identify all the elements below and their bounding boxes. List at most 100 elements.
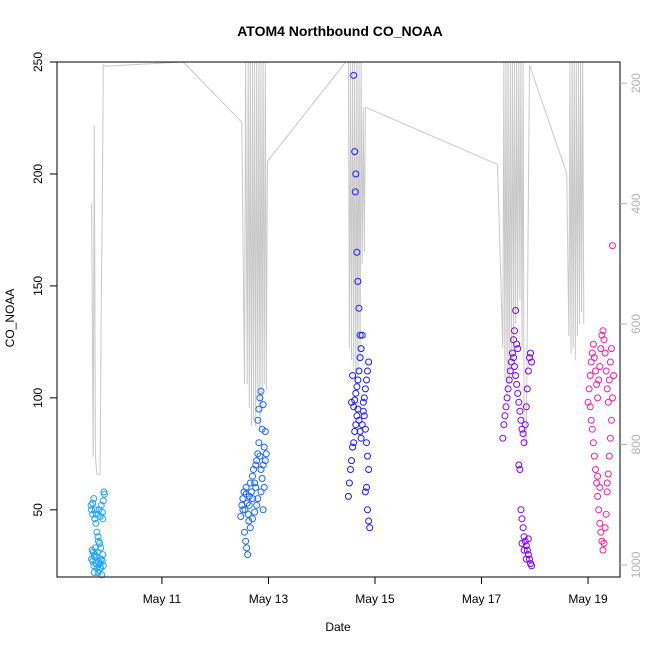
data-point xyxy=(602,367,610,375)
data-point xyxy=(356,354,364,362)
data-point xyxy=(363,376,370,384)
data-point xyxy=(358,331,366,339)
data-point xyxy=(364,506,371,514)
data-point xyxy=(586,372,594,379)
data-point xyxy=(365,358,373,366)
data-point xyxy=(361,385,369,393)
data-point xyxy=(518,425,526,433)
data-point xyxy=(254,416,262,424)
data-point xyxy=(594,492,602,500)
data-point xyxy=(91,506,99,514)
data-point xyxy=(244,551,252,559)
data-point xyxy=(258,475,266,482)
y-tick-label: 150 xyxy=(31,276,45,296)
data-point xyxy=(597,528,605,536)
data-point xyxy=(598,331,606,339)
data-point xyxy=(514,345,522,353)
data-point xyxy=(349,443,357,451)
data-point xyxy=(588,349,596,357)
data-point xyxy=(594,472,602,480)
data-point xyxy=(593,380,601,388)
data-point xyxy=(606,434,614,442)
data-point xyxy=(94,533,102,541)
data-point xyxy=(257,488,265,496)
data-point xyxy=(97,501,105,509)
data-point xyxy=(605,376,613,384)
plot-frame xyxy=(56,61,621,578)
data-point xyxy=(255,439,263,447)
data-point xyxy=(365,517,373,525)
data-point xyxy=(603,479,611,487)
data-point xyxy=(99,551,107,559)
data-point xyxy=(526,354,533,362)
x-tick-label: May 17 xyxy=(462,592,502,606)
data-point xyxy=(242,483,250,491)
data-point xyxy=(249,515,256,523)
data-point xyxy=(587,416,595,424)
data-point xyxy=(354,277,362,285)
data-point xyxy=(524,367,532,375)
data-point xyxy=(502,403,510,411)
data-point xyxy=(93,528,101,536)
data-point xyxy=(253,457,261,465)
data-point xyxy=(97,544,105,552)
data-point xyxy=(350,439,358,447)
data-point xyxy=(251,479,259,487)
data-point xyxy=(588,425,596,433)
data-point xyxy=(518,539,526,547)
data-point xyxy=(592,466,599,473)
data-point xyxy=(528,358,536,366)
x-axis: May 11 May 13 May 15 May 17 May 19 xyxy=(143,577,608,606)
data-point xyxy=(253,501,261,509)
data-point xyxy=(254,450,262,458)
x-tick-label: May 15 xyxy=(355,592,395,606)
data-point xyxy=(95,557,102,565)
data-point xyxy=(348,457,355,465)
data-point xyxy=(602,510,610,518)
data-point xyxy=(523,385,531,393)
data-point xyxy=(255,405,263,413)
data-point xyxy=(506,367,514,375)
data-point xyxy=(363,439,370,447)
data-point xyxy=(516,466,524,473)
data-point xyxy=(98,557,106,565)
data-point xyxy=(501,412,509,420)
data-point xyxy=(603,488,611,496)
data-point xyxy=(590,452,598,460)
data-point xyxy=(87,501,95,509)
data-point xyxy=(595,506,603,514)
data-point xyxy=(524,535,532,543)
data-point xyxy=(504,385,512,393)
data-point xyxy=(252,483,260,491)
data-point xyxy=(92,519,100,527)
data-point xyxy=(357,345,365,353)
data-point xyxy=(99,497,107,505)
data-point xyxy=(240,488,248,496)
data-point xyxy=(245,501,253,509)
data-point xyxy=(586,403,594,411)
data-point xyxy=(599,546,607,554)
data-point xyxy=(520,546,528,554)
data-point xyxy=(354,376,362,384)
data-point xyxy=(90,495,98,503)
data-point xyxy=(349,372,357,379)
data-point xyxy=(261,457,269,465)
data-point xyxy=(520,533,528,541)
data-point xyxy=(350,71,358,79)
chart-title: ATOM4 Northbound CO_NOAA xyxy=(237,23,443,39)
data-point xyxy=(351,188,359,196)
data-point xyxy=(359,398,367,406)
data-point xyxy=(92,553,100,561)
data-point xyxy=(520,439,528,447)
data-point xyxy=(352,389,360,397)
data-point xyxy=(98,508,106,516)
data-point xyxy=(243,499,251,507)
data-point xyxy=(527,349,534,357)
data-point xyxy=(246,524,254,532)
data-point xyxy=(259,506,267,514)
y2-tick-label: 1000 xyxy=(629,551,643,578)
x-tick-label: May 19 xyxy=(568,592,608,606)
data-point xyxy=(609,394,616,402)
data-point xyxy=(605,452,613,460)
